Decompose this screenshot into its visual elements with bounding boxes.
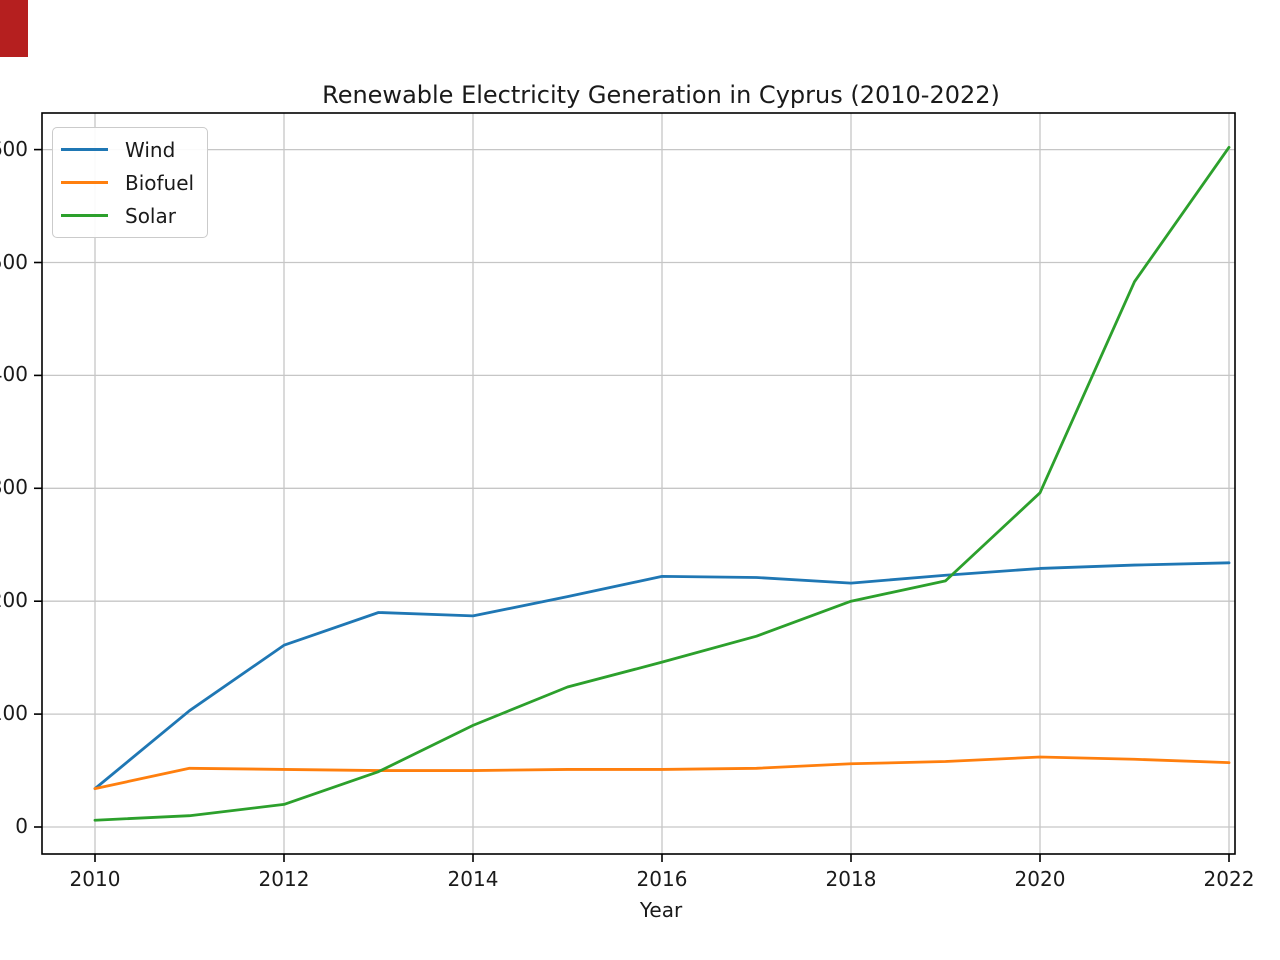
- solar-line-sample: [61, 214, 108, 217]
- legend-label-solar: Solar: [125, 203, 176, 228]
- y-tick-label: 0: [15, 814, 28, 838]
- y-tick-label: 100: [0, 701, 28, 726]
- legend-label-biofuel: Biofuel: [125, 170, 195, 195]
- legend-item-solar: Solar: [61, 199, 207, 232]
- solar-line: [93, 145, 1231, 822]
- y-tick-label: 300: [0, 475, 28, 500]
- x-axis-title: Year: [639, 898, 683, 922]
- corner-artifact: [0, 0, 28, 57]
- x-tick-label: 2012: [258, 867, 310, 891]
- wind-line: [93, 561, 1231, 791]
- x-tick-label: 2020: [1014, 867, 1066, 891]
- y-tick-label: 400: [0, 362, 28, 387]
- x-tick-label: 2014: [447, 867, 499, 891]
- y-tick-label: 500: [0, 249, 28, 274]
- y-tick-label: 600: [0, 136, 28, 161]
- legend-item-wind: Wind: [61, 133, 207, 166]
- biofuel-line: [93, 755, 1231, 791]
- y-tick-label: 200: [0, 588, 28, 613]
- legend: Wind Biofuel Solar: [52, 127, 208, 238]
- x-tick-label: 2016: [636, 867, 688, 891]
- x-tick-label: 2022: [1203, 867, 1255, 891]
- x-tick-label: 2010: [69, 867, 121, 891]
- x-tick-label: 2018: [825, 867, 877, 891]
- axes-spines: [41, 112, 1236, 855]
- chart-title: Renewable Electricity Generation in Cypr…: [322, 81, 1000, 109]
- biofuel-line-sample: [61, 181, 108, 184]
- legend-item-biofuel: Biofuel: [61, 166, 207, 199]
- wind-line-sample: [61, 148, 108, 151]
- legend-label-wind: Wind: [125, 137, 176, 162]
